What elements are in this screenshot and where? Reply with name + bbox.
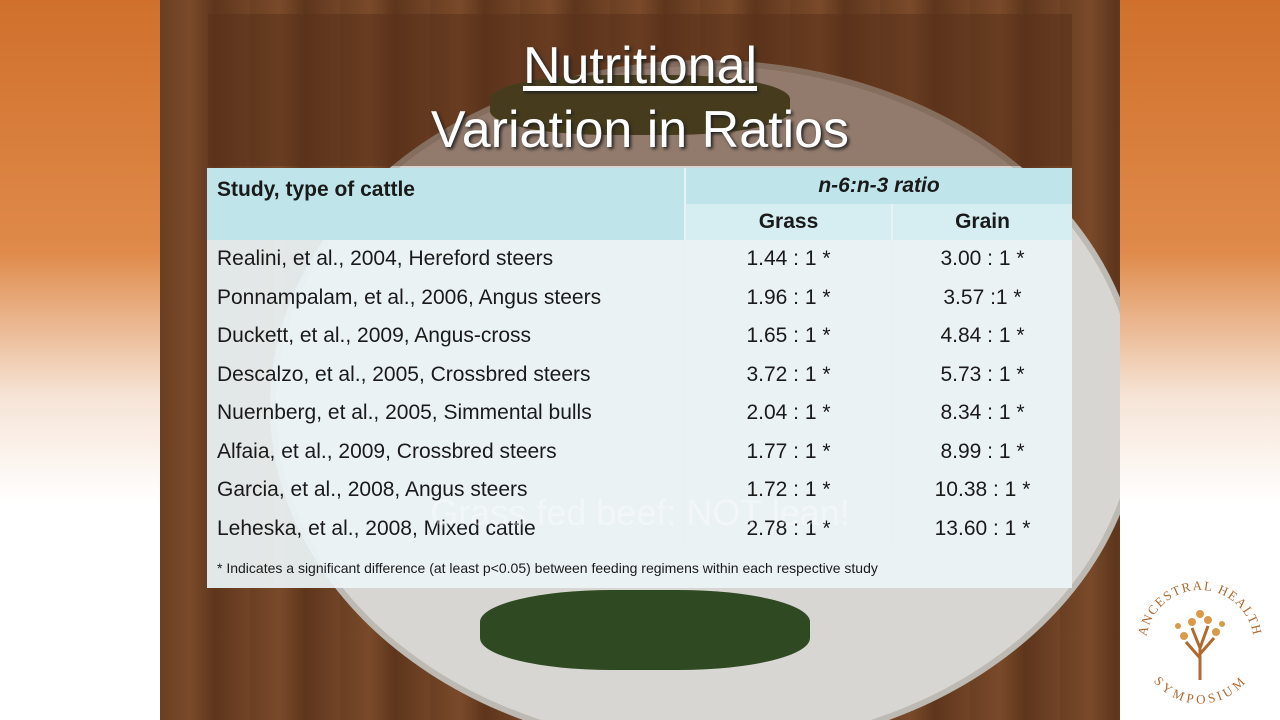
study-cell: Descalzo, et al., 2005, Crossbred steers: [207, 355, 685, 394]
ratio-cell: 3.00 : 1 *: [891, 240, 1072, 279]
side-band: [0, 0, 160, 720]
header-cell: Grass: [684, 204, 892, 240]
ratio-table: Study, type of cattle n-6:n-3 ratio Gras…: [207, 168, 1072, 588]
header-cell: Study, type of cattle: [207, 168, 685, 240]
ratio-cell: 1.44 : 1 *: [684, 240, 892, 279]
ratio-cell: 5.73 : 1 *: [891, 355, 1072, 394]
slide: Nutritional Variation in Ratios Study, t…: [160, 0, 1120, 720]
title: Nutritional: [522, 37, 758, 95]
ratio-cell: 1.72 : 1 *: [684, 471, 892, 510]
study-cell: Ponnampalam, et al., 2006, Angus steers: [207, 278, 685, 317]
title-box: Nutritional Variation in Ratios: [208, 14, 1072, 166]
table-row: Realini, et al., 2004, Hereford steers 1.…: [207, 240, 1072, 279]
header-cell: n-6:n-3 ratio: [684, 168, 1072, 204]
table-row: Descalzo, et al., 2005, Crossbred steers…: [207, 355, 1072, 394]
header-cell: Grain: [891, 204, 1072, 240]
table-body: Realini, et al., 2004, Hereford steers 1.…: [207, 240, 1072, 588]
table-row: Garcia, et al., 2008, Angus steers 1.72 :…: [207, 471, 1072, 510]
study-cell: Realini, et al., 2004, Hereford steers: [207, 240, 685, 279]
ratio-cell: 3.57 :1 *: [891, 278, 1072, 317]
ratio-cell: 1.96 : 1 *: [684, 278, 892, 317]
study-cell: Alfaia, et al., 2009, Crossbred steers: [207, 432, 685, 471]
tree: [1184, 625, 1216, 680]
table-row: Duckett, et al., 2009, Angus-cross 1.65 :…: [207, 317, 1072, 356]
ratio-cell: 2.78 : 1 *: [684, 509, 892, 548]
ratio-cell: 3.72 : 1 *: [684, 355, 892, 394]
kale: [480, 590, 810, 670]
title: Variation in Ratios: [430, 101, 850, 159]
table-row: Nuernberg, et al., 2005, Simmental bulls…: [207, 394, 1072, 433]
caption: Grass fed beef: NOT lean!: [430, 492, 850, 533]
ratio-cell: 1.65 : 1 *: [684, 317, 892, 356]
study-cell: Garcia, et al., 2008, Angus steers: [207, 471, 685, 510]
ratio-cell: 2.04 : 1 *: [684, 394, 892, 433]
logo: ANCESTRAL HEALTH SYMPOSIUM: [1135, 578, 1266, 707]
leaves: [1175, 610, 1225, 640]
ratio-cell: 8.99 : 1 *: [891, 432, 1072, 471]
side-band: [1120, 0, 1280, 720]
ratio-cell: 4.84 : 1 *: [891, 317, 1072, 356]
study-cell: Duckett, et al., 2009, Angus-cross: [207, 317, 685, 356]
logo-text: ANCESTRAL HEALTH: [1135, 578, 1264, 637]
table-row: Ponnampalam, et al., 2006, Angus steers 1…: [207, 278, 1072, 317]
footnote-row: * Indicates a significant difference (at…: [207, 548, 1072, 588]
study-cell: Nuernberg, et al., 2005, Simmental bulls: [207, 394, 685, 433]
footnote: * Indicates a significant difference (at…: [207, 548, 1072, 588]
ratio-cell: 8.34 : 1 *: [891, 394, 1072, 433]
table-row: Alfaia, et al., 2009, Crossbred steers 1.…: [207, 432, 1072, 471]
ratio-cell: 1.77 : 1 *: [684, 432, 892, 471]
ratio-cell: 13.60 : 1 *: [891, 509, 1072, 548]
table-row: Leheska, et al., 2008, Mixed cattle 2.78 …: [207, 509, 1072, 548]
study-cell: Leheska, et al., 2008, Mixed cattle: [207, 509, 685, 548]
ratio-cell: 10.38 : 1 *: [891, 471, 1072, 510]
logo-text: ANCESTRAL HEALTH: [1135, 578, 1266, 637]
